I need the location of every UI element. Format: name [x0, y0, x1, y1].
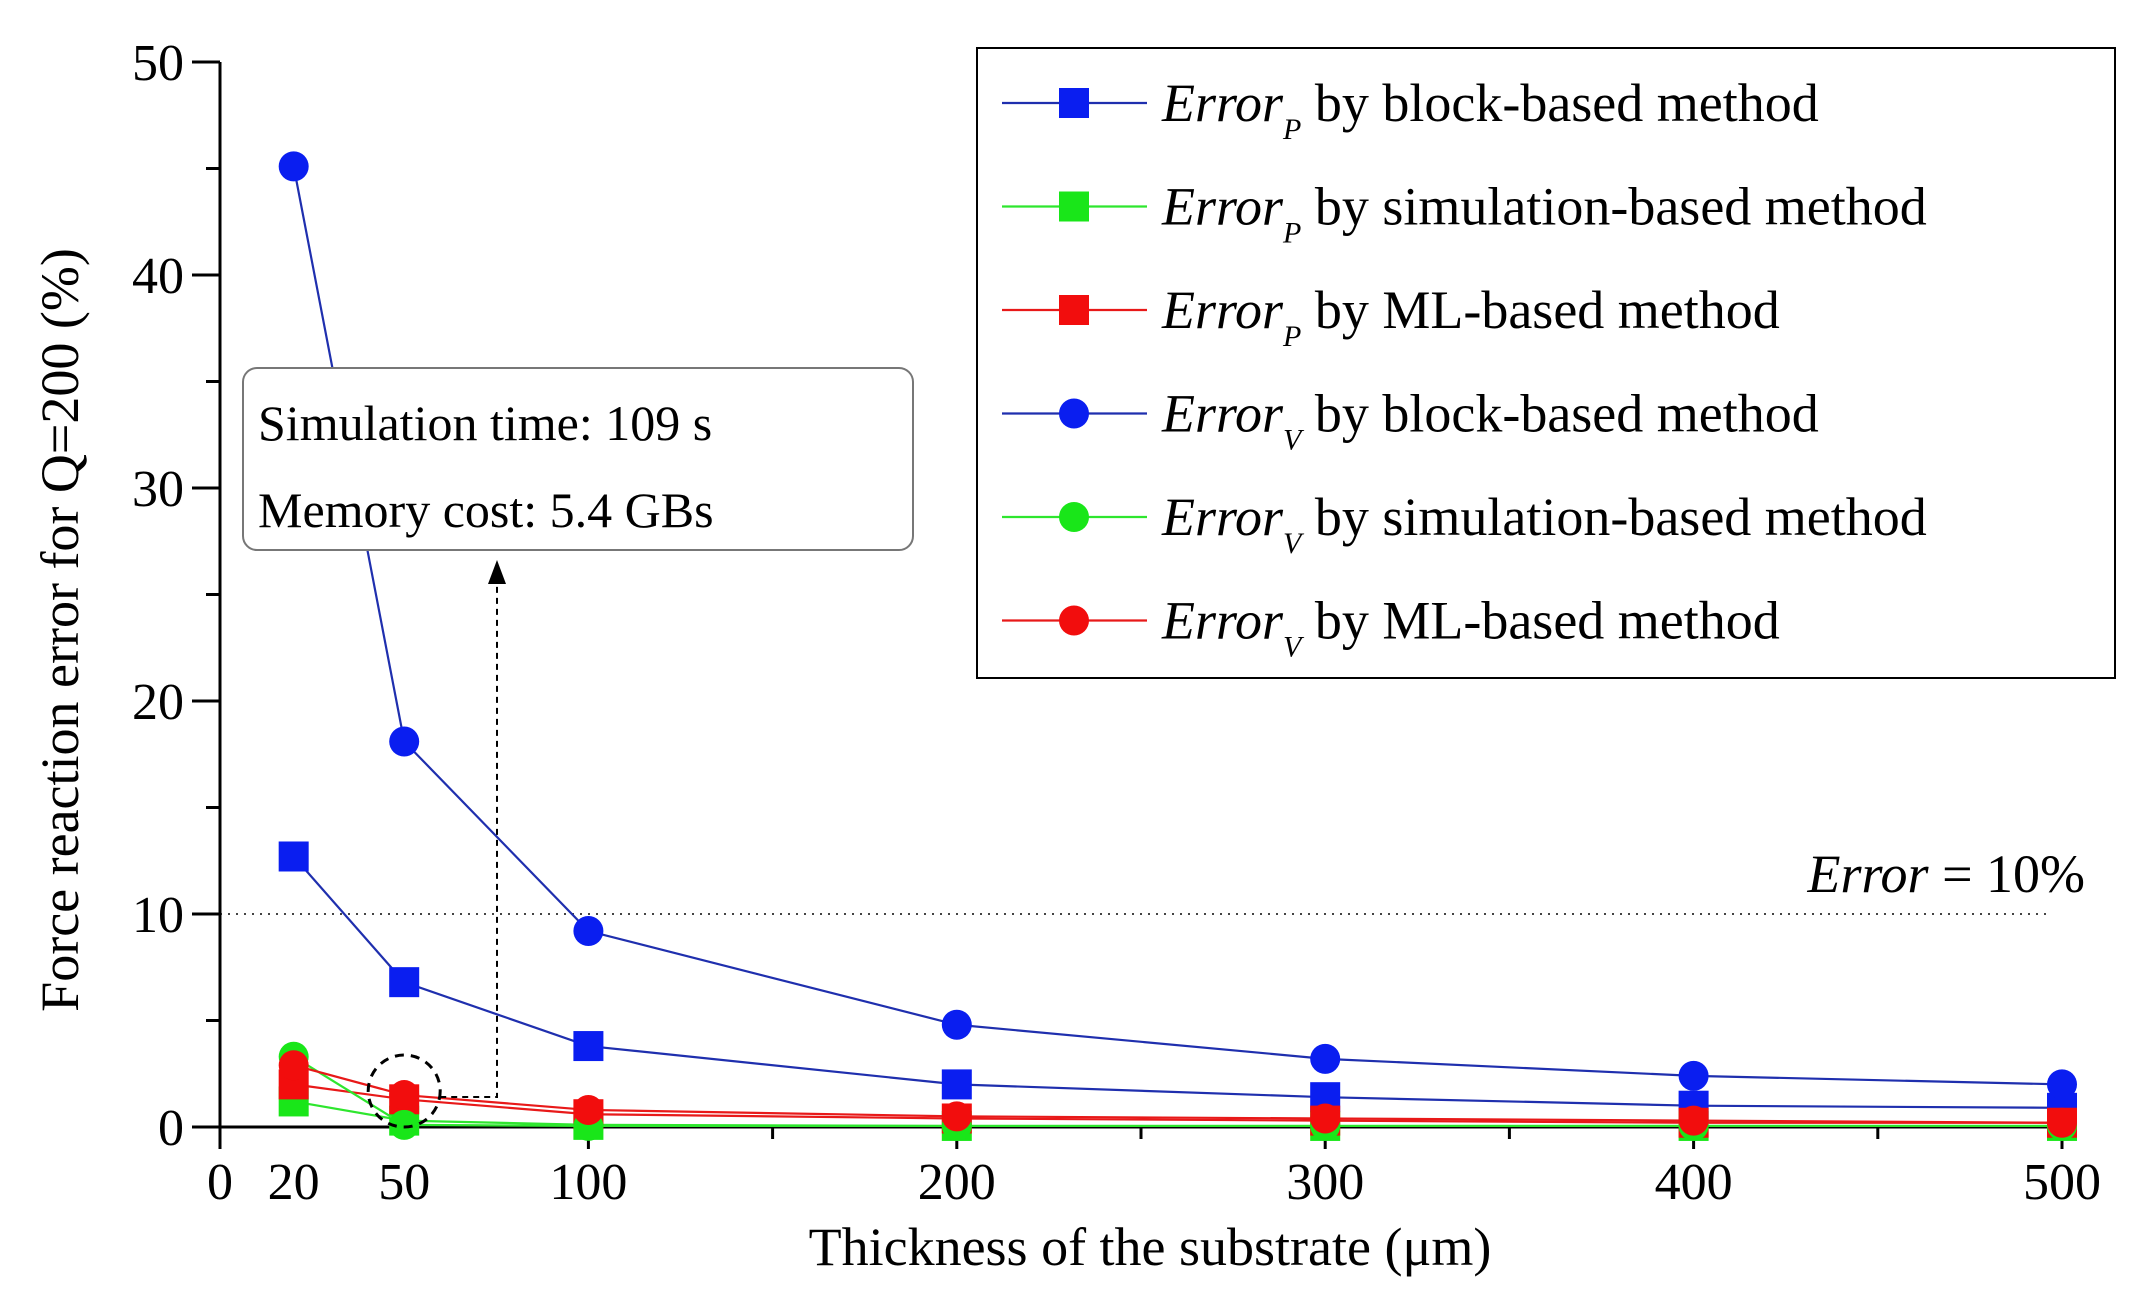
- x-tick-label: 20: [268, 1154, 320, 1211]
- legend-box: [976, 47, 2116, 679]
- x-tick-label: 100: [549, 1154, 627, 1211]
- axis-titles: Thickness of the substrate (μm) Force re…: [30, 248, 1491, 1277]
- annotation-line: Memory cost: 5.4 GBs: [258, 482, 714, 538]
- x-tick-label: 200: [918, 1154, 996, 1211]
- legend-item: ErrorP by block-based method: [1002, 73, 1819, 146]
- legend-swatch-circle: [1059, 502, 1089, 532]
- data-point-circle: [278, 151, 309, 182]
- legend-item: ErrorV by simulation-based method: [1002, 487, 1927, 560]
- annotation-line: Simulation time: 109 s: [258, 395, 712, 451]
- legend-swatch-circle: [1059, 398, 1089, 429]
- y-tick-label: 20: [132, 674, 184, 731]
- data-point-circle: [278, 1050, 309, 1081]
- data-point-circle: [389, 1080, 420, 1111]
- x-tick-label: 500: [2023, 1154, 2101, 1211]
- data-point-circle: [573, 916, 604, 947]
- legend-swatch-circle: [1059, 605, 1089, 636]
- data-point-circle: [2047, 1107, 2077, 1138]
- y-tick-label: 10: [132, 887, 184, 944]
- data-point-circle: [1678, 1060, 1709, 1091]
- data-point-circle: [389, 1109, 420, 1140]
- data-point-circle: [573, 1094, 604, 1125]
- y-tick-label: 0: [158, 1100, 184, 1157]
- y-axis-title: Force reaction error for Q=200 (%): [30, 248, 90, 1012]
- annotation-leader: [440, 578, 498, 1099]
- x-tick-label: 50: [378, 1154, 430, 1211]
- legend-item: ErrorV by ML-based method: [1002, 591, 1780, 664]
- legend-swatch-square: [1059, 191, 1089, 222]
- legend-label: ErrorP by block-based method: [1161, 73, 1819, 146]
- series-4: [278, 151, 2077, 1100]
- y-tick-label: 40: [132, 248, 184, 305]
- data-point-square: [573, 1031, 604, 1062]
- y-tick-label: 30: [132, 461, 184, 518]
- x-tick-label: 300: [1286, 1154, 1364, 1211]
- x-tick-label: 0: [207, 1154, 233, 1211]
- series-line: [292, 855, 2063, 1109]
- legend-label: ErrorV by ML-based method: [1161, 591, 1780, 664]
- annotation-box: [242, 367, 914, 551]
- data-point-circle: [1310, 1103, 1341, 1134]
- legend-swatch-square: [1059, 88, 1089, 118]
- legend-swatch-square: [1059, 295, 1089, 325]
- reference-line-label: Error = 10%: [1807, 844, 2085, 904]
- series-line: [293, 1064, 2063, 1124]
- series-6: [278, 1050, 2077, 1138]
- series-2: [278, 1086, 2077, 1141]
- data-point-circle: [941, 1009, 972, 1040]
- highlight-circle: [366, 1053, 442, 1129]
- data-point-circle: [389, 726, 420, 757]
- legend-item: ErrorP by simulation-based method: [1002, 177, 1927, 250]
- legend-label: ErrorV by block-based method: [1161, 384, 1819, 457]
- data-point-square: [941, 1069, 972, 1100]
- legend-item: ErrorV by block-based method: [1002, 384, 1819, 457]
- legend: ErrorP by block-based method ErrorP by si…: [976, 47, 2116, 679]
- series-group: [278, 151, 2077, 1141]
- data-point-circle: [1310, 1043, 1341, 1074]
- legend-item: ErrorP by ML-based method: [1002, 280, 1780, 353]
- data-point-square: [278, 841, 309, 872]
- y-tick-label: 50: [132, 35, 184, 92]
- x-axis-title: Thickness of the substrate (μm): [809, 1217, 1492, 1277]
- legend-label: ErrorP by simulation-based method: [1161, 177, 1927, 250]
- data-point-square: [389, 967, 420, 998]
- reference-line-group: Error = 10%: [220, 844, 2085, 915]
- data-point-circle: [2047, 1069, 2077, 1100]
- legend-label: ErrorP by ML-based method: [1161, 280, 1780, 353]
- legend-label: ErrorV by simulation-based method: [1161, 487, 1927, 560]
- x-tick-label: 400: [1655, 1154, 1733, 1211]
- annotation-group: Simulation time: 109 s Memory cost: 5.4 G…: [242, 367, 914, 1129]
- arrow-head-icon: [488, 560, 506, 584]
- data-point-circle: [941, 1101, 972, 1132]
- data-point-circle: [1678, 1105, 1709, 1136]
